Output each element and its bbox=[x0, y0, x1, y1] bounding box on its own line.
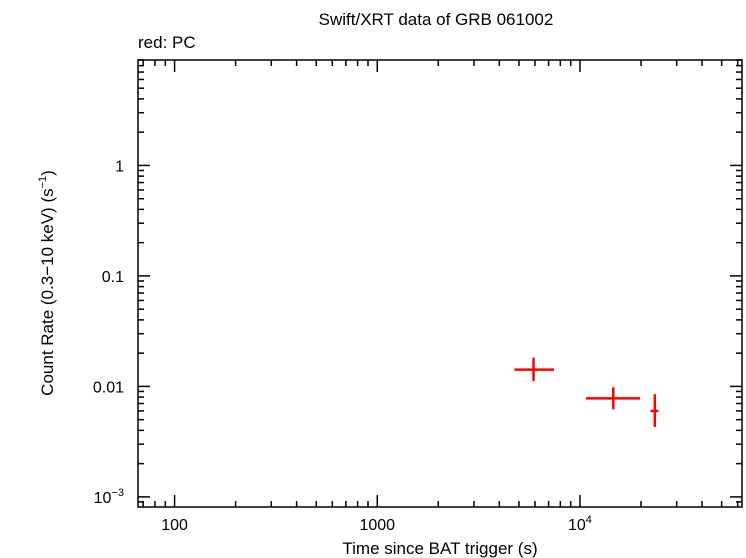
plot-frame bbox=[137, 59, 743, 508]
y-minor-ticks bbox=[138, 59, 742, 503]
y-tick-label: 0.01 bbox=[93, 379, 124, 396]
y-tick-label: 1 bbox=[115, 158, 124, 175]
y-tick-label: 0.1 bbox=[102, 269, 124, 286]
data-point bbox=[585, 387, 641, 410]
x-tick-label: 100 bbox=[161, 517, 188, 534]
x-tick-label: 1000 bbox=[359, 517, 395, 534]
chart-title: Swift/XRT data of GRB 061002 bbox=[319, 10, 554, 29]
x-major-ticks: 100 1000 104 bbox=[161, 60, 592, 534]
chart-subtitle: red: PC bbox=[138, 33, 196, 52]
data-points bbox=[514, 357, 659, 427]
y-axis-label: Count Rate (0.3−10 keV) (s−1) bbox=[37, 170, 57, 396]
data-point bbox=[650, 394, 659, 427]
data-point bbox=[514, 357, 555, 381]
y-major-ticks: 1 0.1 0.01 10−3 bbox=[93, 158, 742, 507]
y-tick-label: 10−3 bbox=[94, 487, 124, 507]
y-axis-label-sup: −1 bbox=[37, 176, 49, 189]
x-axis-label: Time since BAT trigger (s) bbox=[342, 539, 537, 558]
x-minor-ticks bbox=[142, 60, 739, 507]
y-axis-label-end: ) bbox=[38, 170, 57, 176]
y-axis-label-main: Count Rate (0.3−10 keV) (s bbox=[38, 188, 57, 395]
x-tick-label: 104 bbox=[568, 514, 592, 534]
